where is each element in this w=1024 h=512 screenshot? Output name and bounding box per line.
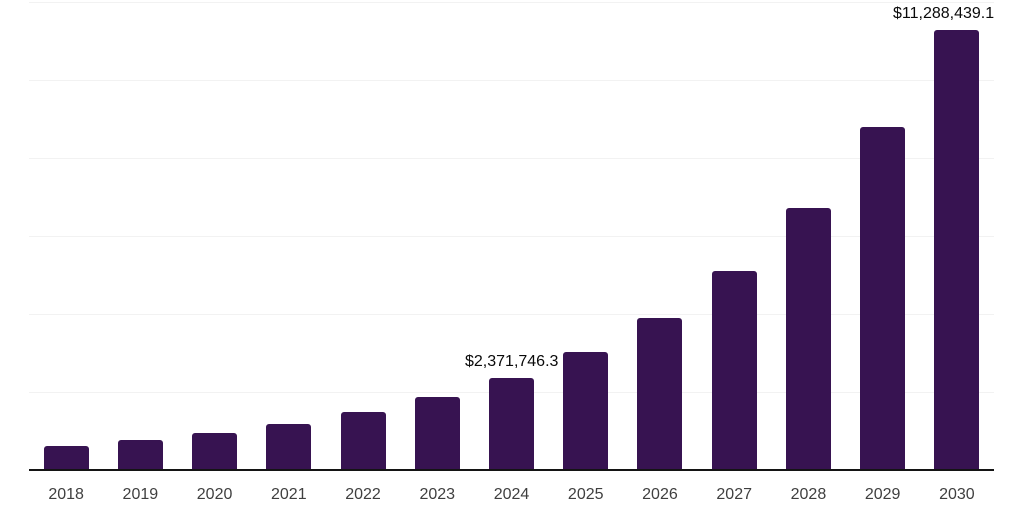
bar-2021[interactable] (266, 423, 312, 470)
bar-2023[interactable] (414, 397, 460, 470)
value-label-2024: $2,371,746.3 (465, 352, 559, 370)
x-tick-label-2018: 2018 (48, 486, 84, 503)
x-tick-label-2029: 2029 (864, 486, 901, 503)
bar-2026[interactable] (637, 317, 683, 470)
bar-2022[interactable] (340, 412, 386, 470)
x-tick-label-2019: 2019 (122, 486, 159, 503)
bar-2028[interactable] (785, 208, 831, 470)
x-tick-label-2022: 2022 (345, 486, 381, 503)
bar-2018[interactable] (43, 445, 89, 470)
x-tick-label-2020: 2020 (196, 486, 233, 503)
x-tick-label-2026: 2026 (642, 486, 678, 503)
x-tick-label-2025: 2025 (567, 486, 604, 503)
x-tick-label-2028: 2028 (790, 486, 827, 503)
gridline (29, 80, 994, 81)
x-tick-label-2023: 2023 (419, 486, 456, 503)
bar-2027[interactable] (711, 270, 757, 470)
x-tick-label-2030: 2030 (939, 486, 975, 503)
bar-2024[interactable] (489, 377, 534, 470)
gridline (29, 158, 994, 159)
bar-2025[interactable] (563, 351, 609, 470)
x-tick-label-2024: 2024 (493, 486, 530, 503)
bar-2020[interactable] (192, 432, 238, 470)
bar-2019[interactable] (117, 440, 163, 470)
x-axis-line (29, 469, 994, 471)
value-label-2030: $11,288,439.1 (893, 4, 995, 22)
gridline (29, 314, 994, 315)
x-tick-label-2021: 2021 (271, 486, 307, 503)
bar-2030[interactable] (934, 29, 980, 470)
gridline (29, 236, 994, 237)
bar-2029[interactable] (860, 127, 906, 470)
gridline (29, 2, 994, 3)
x-tick-label-2027: 2027 (716, 486, 752, 503)
